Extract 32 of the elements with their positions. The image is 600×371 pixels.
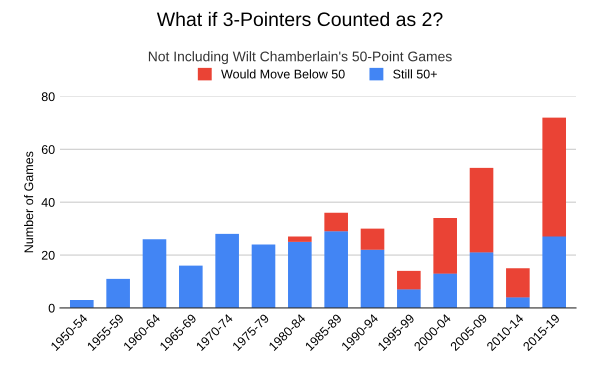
bar [542, 236, 566, 308]
legend-label: Would Move Below 50 [221, 69, 345, 79]
y-tick-label: 60 [42, 145, 55, 154]
bar [106, 278, 130, 308]
bar [215, 234, 239, 308]
y-tick-label: 20 [42, 250, 55, 260]
bar [506, 297, 530, 308]
bar [397, 270, 421, 290]
bar [542, 118, 566, 237]
bar [324, 212, 348, 232]
bar [288, 236, 312, 242]
bar [179, 266, 203, 308]
legend-label: Still 50+ [393, 69, 437, 79]
y-tick-label: 0 [48, 304, 55, 313]
y-tick-label: 40 [42, 198, 55, 207]
y-tick-label: 80 [42, 92, 55, 102]
bar [470, 168, 494, 252]
bar [360, 250, 384, 308]
bar [142, 239, 166, 308]
bar [360, 228, 384, 250]
bar [70, 300, 94, 308]
bar [397, 289, 421, 308]
bar [506, 268, 530, 298]
bar [252, 244, 276, 308]
bar [470, 252, 494, 308]
bar [433, 274, 457, 308]
bar [433, 218, 457, 274]
bar [324, 231, 348, 308]
chart-subtitle: Not Including Wilt Chamberlain's 50-Point Games [148, 51, 452, 64]
y-axis-title: Number of Games [24, 152, 34, 252]
chart-title: What if 3-Pointers Counted as 2? [156, 12, 442, 26]
bar [288, 242, 312, 308]
